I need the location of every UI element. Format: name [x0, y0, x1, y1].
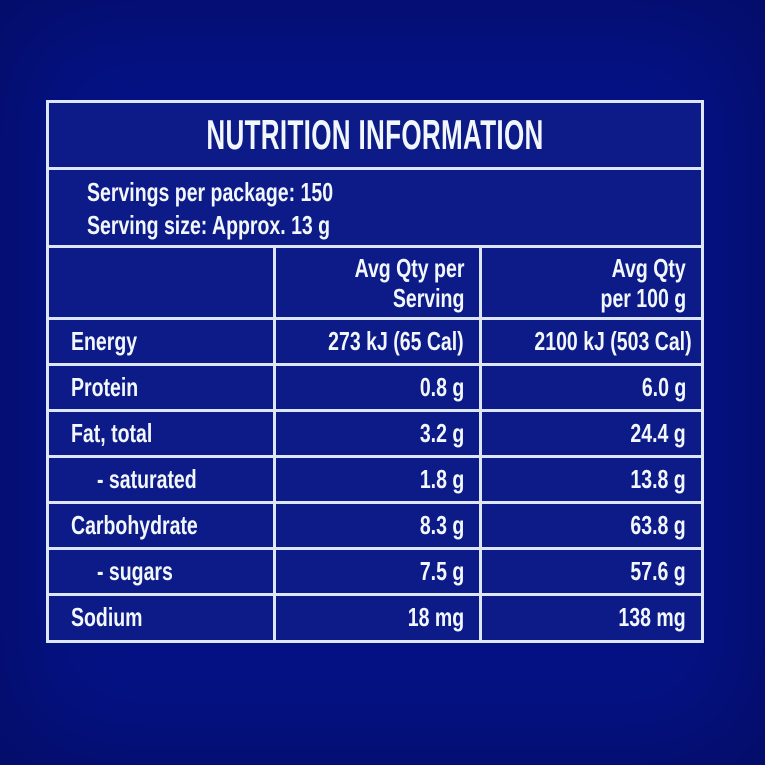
- nutrient-label: Protein: [71, 372, 139, 402]
- column-header-row: Avg Qty per Serving Avg Qty per 100 g: [49, 248, 701, 320]
- value-per-serving: 0.8 g: [273, 366, 479, 409]
- value-per-serving: 273 kJ (65 Cal): [273, 320, 479, 363]
- nutrition-panel: NUTRITION INFORMATION Servings per packa…: [46, 100, 704, 643]
- value-per-serving: 8.3 g: [273, 504, 479, 547]
- nutrient-row-sugars: - sugars 7.5 g 57.6 g: [49, 550, 701, 596]
- nutrient-row-fat-total: Fat, total 3.2 g 24.4 g: [49, 412, 701, 458]
- serving-size: Serving size: Approx. 13 g: [87, 210, 331, 240]
- value-per-serving: 7.5 g: [273, 550, 479, 593]
- value-per-serving: 1.8 g: [273, 458, 479, 501]
- nutrient-label: - sugars: [97, 556, 173, 586]
- column-header-avg-qty-per-serving: Avg Qty per Serving: [273, 248, 479, 317]
- nutrient-row-saturated-fat: - saturated 1.8 g 13.8 g: [49, 458, 701, 504]
- nutrient-label: - saturated: [97, 464, 197, 494]
- value-per-100g: 24.4 g: [479, 412, 701, 455]
- nutrient-row-carbohydrate: Carbohydrate 8.3 g 63.8 g: [49, 504, 701, 550]
- value-per-100g: 63.8 g: [479, 504, 701, 547]
- nutrient-row-energy: Energy 273 kJ (65 Cal) 2100 kJ (503 Cal): [49, 320, 701, 366]
- nutrient-row-sodium: Sodium 18 mg 138 mg: [49, 596, 701, 640]
- value-per-serving: 18 mg: [273, 596, 479, 640]
- panel-title-row: NUTRITION INFORMATION: [49, 103, 701, 170]
- value-per-100g: 2100 kJ (503 Cal): [479, 320, 701, 363]
- column-header-avg-qty-per-100g: Avg Qty per 100 g: [479, 248, 701, 317]
- nutrient-label: Sodium: [71, 602, 143, 632]
- value-per-100g: 13.8 g: [479, 458, 701, 501]
- value-per-100g: 57.6 g: [479, 550, 701, 593]
- value-per-100g: 138 mg: [479, 596, 701, 640]
- nutrient-label: Fat, total: [71, 418, 153, 448]
- value-per-serving: 3.2 g: [273, 412, 479, 455]
- value-per-100g: 6.0 g: [479, 366, 701, 409]
- column-header-empty: [49, 248, 273, 317]
- nutrient-row-protein: Protein 0.8 g 6.0 g: [49, 366, 701, 412]
- nutrient-label: Carbohydrate: [71, 510, 198, 540]
- nutrient-label: Energy: [71, 326, 138, 356]
- panel-title: NUTRITION INFORMATION: [206, 111, 544, 158]
- serving-info-section: Servings per package: 150 Serving size: …: [49, 170, 701, 248]
- servings-per-package: Servings per package: 150: [87, 177, 334, 207]
